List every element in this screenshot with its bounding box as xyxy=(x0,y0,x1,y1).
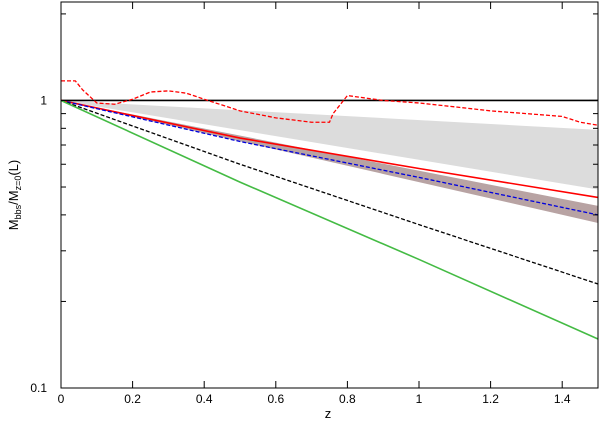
y-tick-label: 1 xyxy=(40,93,47,107)
y-label-main: M xyxy=(6,219,21,230)
series-line-3 xyxy=(61,99,598,216)
series-line-5 xyxy=(61,99,598,340)
series-lines xyxy=(61,80,598,340)
series-line-2 xyxy=(61,99,598,199)
x-tick-label: 0.4 xyxy=(196,392,213,406)
x-tick-label: 1.2 xyxy=(482,392,499,406)
x-tick-label: 1.4 xyxy=(554,392,571,406)
y-tick-label: 0.1 xyxy=(30,381,47,395)
series-line-6 xyxy=(61,80,598,126)
y-label-sub2: z=0 xyxy=(13,176,23,191)
y-label-tail: (L) xyxy=(6,160,21,176)
uncertainty-bands xyxy=(61,100,598,223)
tick-labels: 0 0.2 0.4 0.6 0.8 1 1.2 1.4 0.1 1 xyxy=(30,93,571,406)
x-tick-label: 0 xyxy=(58,392,65,406)
x-tick-label: 0.2 xyxy=(124,392,141,406)
band-2 xyxy=(61,100,598,223)
y-axis-label: Mbbs/Mz=0(L) xyxy=(6,160,23,230)
x-tick-label: 1 xyxy=(416,392,423,406)
x-tick-label: 0.6 xyxy=(267,392,284,406)
plot-frame xyxy=(60,1,599,389)
band-1 xyxy=(61,100,598,190)
y-label-mid: /M xyxy=(6,190,21,204)
series-line-4 xyxy=(61,99,598,285)
x-tick-label: 0.8 xyxy=(339,392,356,406)
y-label-sub1: bbs xyxy=(13,204,23,219)
axis-ticks xyxy=(60,2,598,389)
x-axis-label: z xyxy=(325,406,332,421)
